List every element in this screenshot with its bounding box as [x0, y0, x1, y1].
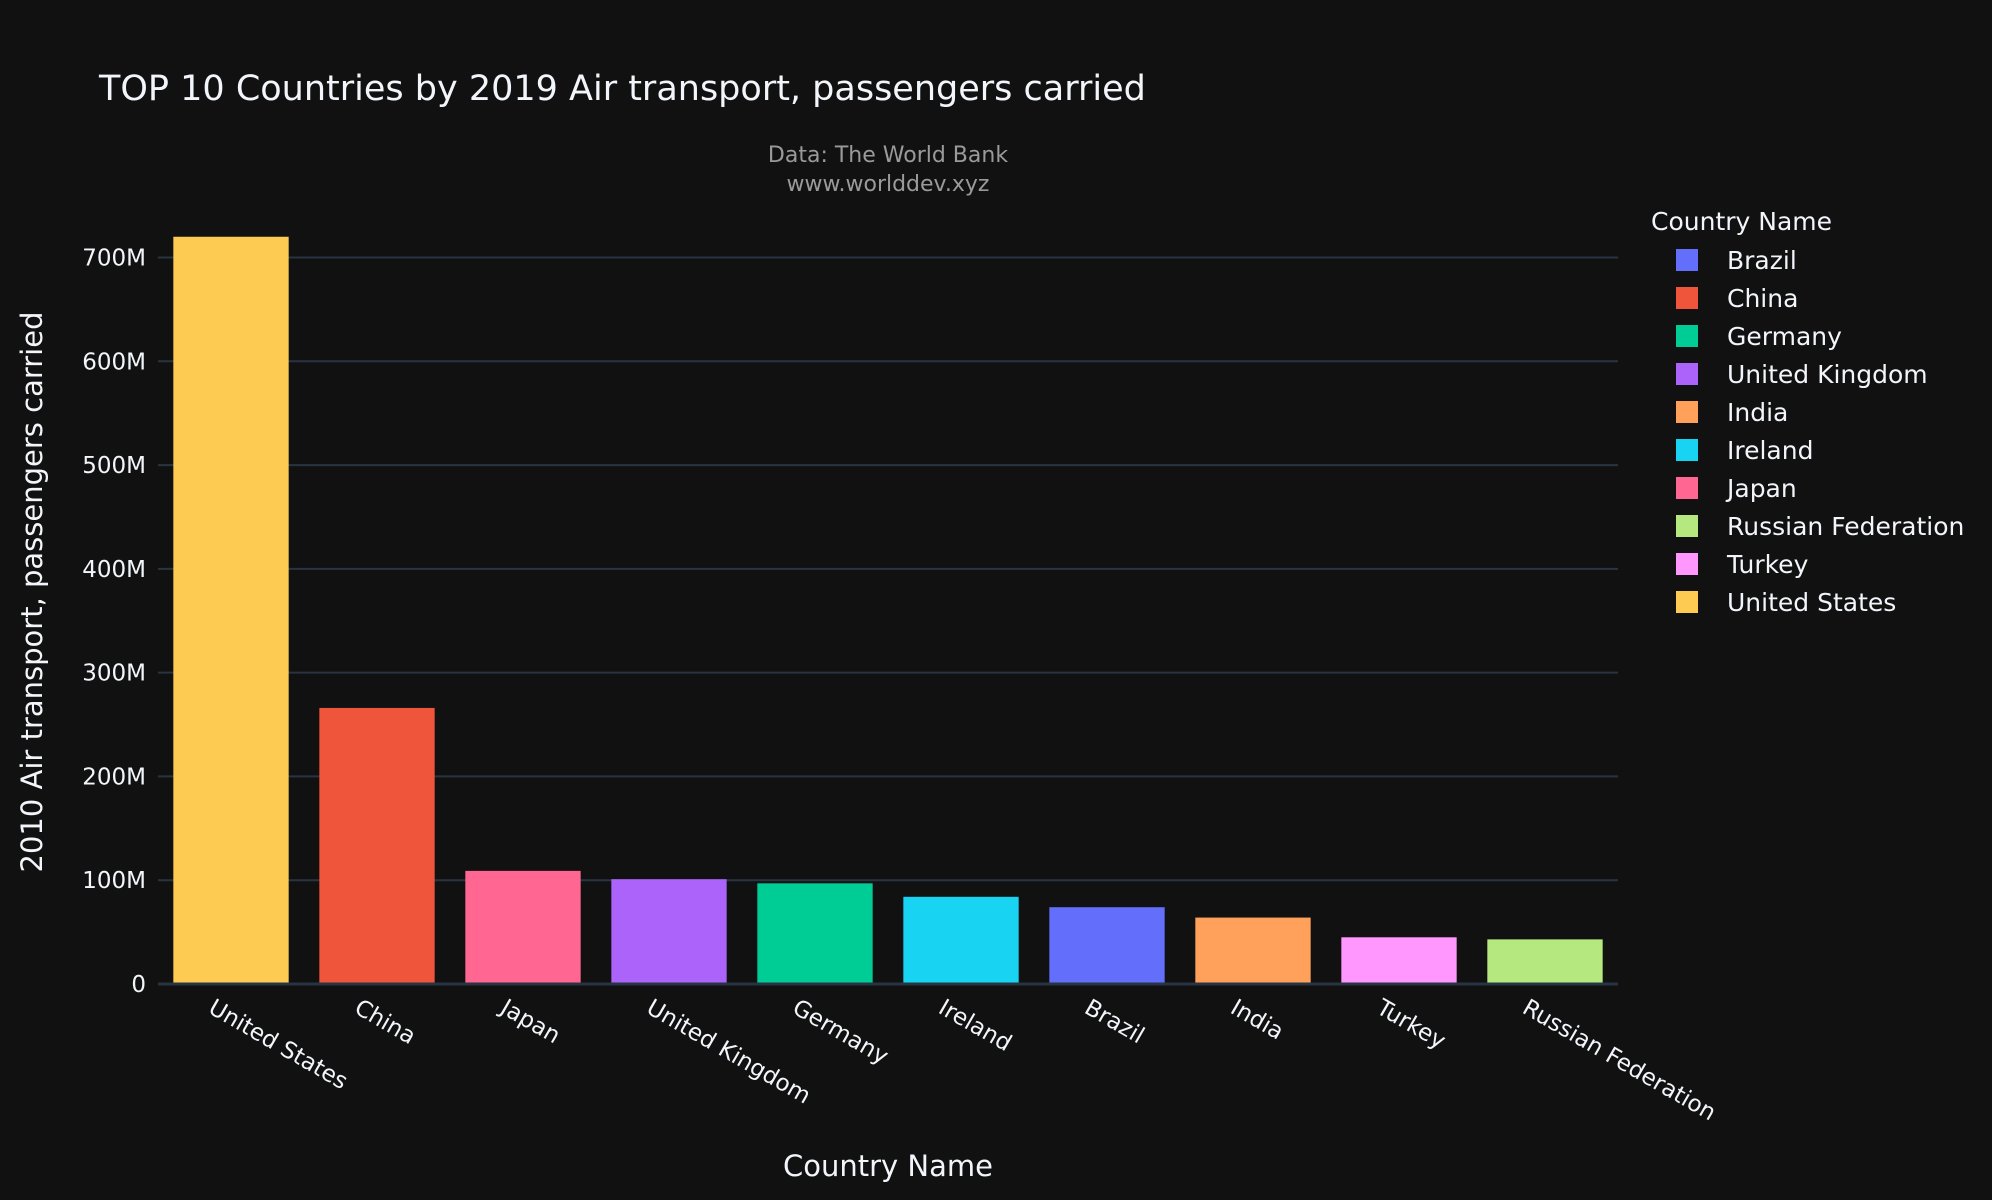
x-tick-label: Russian Federation — [1518, 995, 1720, 1127]
bar[interactable] — [173, 236, 289, 984]
chart-subtitle-source: Data: The World Bank — [768, 143, 1008, 168]
legend-swatch[interactable] — [1676, 515, 1698, 537]
x-tick-label: Germany — [788, 995, 893, 1070]
y-tick-label: 600M — [82, 349, 146, 375]
legend-swatch[interactable] — [1676, 287, 1698, 309]
y-axis-ticks: 0 100M 200M 300M 400M 500M 600M 700M — [82, 246, 146, 998]
y-tick-label: 500M — [82, 453, 146, 479]
bar[interactable] — [1195, 917, 1311, 984]
x-axis-title: Country Name — [783, 1149, 993, 1183]
legend-swatch[interactable] — [1676, 553, 1698, 575]
bar[interactable] — [319, 707, 435, 984]
legend-swatch[interactable] — [1676, 439, 1698, 461]
legend-swatch[interactable] — [1676, 325, 1698, 347]
legend-item-label[interactable]: Germany — [1727, 322, 1842, 351]
bar[interactable] — [1049, 907, 1165, 984]
bar[interactable] — [1487, 939, 1603, 984]
legend-item-label[interactable]: Ireland — [1727, 436, 1813, 465]
legend-item-label[interactable]: Brazil — [1727, 246, 1797, 275]
x-tick-label: Turkey — [1371, 994, 1450, 1054]
bar[interactable] — [1341, 937, 1457, 984]
y-tick-label: 700M — [82, 246, 146, 272]
x-tick-label: China — [350, 995, 420, 1050]
bar[interactable] — [465, 870, 581, 984]
chart-title: TOP 10 Countries by 2019 Air transport, … — [98, 69, 1146, 109]
legend-swatch[interactable] — [1676, 363, 1698, 385]
bars — [173, 236, 1603, 984]
legend-item-label[interactable]: India — [1727, 398, 1788, 427]
y-tick-label: 400M — [82, 557, 146, 583]
legend-title: Country Name — [1651, 207, 1832, 236]
x-tick-label: United Kingdom — [642, 995, 815, 1110]
legend-item-label[interactable]: China — [1727, 284, 1798, 313]
chart-subtitle-url: www.worlddev.xyz — [787, 172, 990, 197]
legend-item-label[interactable]: United States — [1727, 588, 1896, 617]
y-tick-label: 200M — [82, 764, 146, 790]
x-tick-label: Brazil — [1080, 995, 1149, 1050]
x-tick-label: Ireland — [934, 995, 1016, 1057]
x-tick-label: India — [1226, 995, 1288, 1046]
bar[interactable] — [903, 896, 1019, 984]
x-tick-label: Japan — [494, 994, 564, 1050]
bar[interactable] — [757, 883, 873, 984]
legend-swatch[interactable] — [1676, 401, 1698, 423]
legend-item-label[interactable]: Turkey — [1726, 550, 1809, 579]
legend-swatch[interactable] — [1676, 591, 1698, 613]
legend: Country Name Brazil China Germany United Ki… — [1651, 207, 1964, 617]
legend-item-label[interactable]: Russian Federation — [1727, 512, 1964, 541]
legend-swatch[interactable] — [1676, 249, 1698, 271]
x-tick-label: United States — [204, 995, 352, 1095]
y-axis-title: 2010 Air transport, passengers carried — [15, 312, 49, 873]
y-tick-label: 100M — [82, 868, 146, 894]
y-tick-label: 300M — [82, 661, 146, 687]
legend-item-label[interactable]: United Kingdom — [1727, 360, 1928, 389]
legend-item-label[interactable]: Japan — [1725, 474, 1797, 503]
legend-swatch[interactable] — [1676, 477, 1698, 499]
y-tick-label: 0 — [131, 972, 146, 998]
bar[interactable] — [611, 879, 727, 984]
